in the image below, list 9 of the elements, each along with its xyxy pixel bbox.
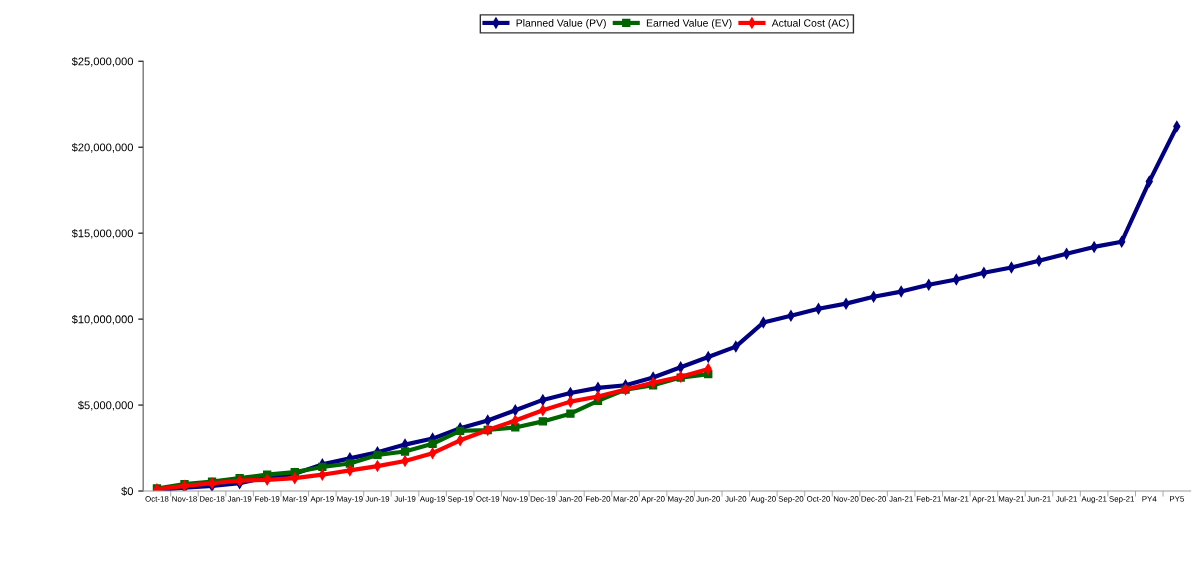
y-tick-label: $20,000,000: [71, 142, 134, 153]
y-tick-label: $15,000,000: [71, 228, 134, 239]
legend-label: Actual Cost (AC): [771, 19, 849, 29]
y-tick-label: $10,000,000: [71, 314, 134, 325]
y-tick-label: $25,000,000: [71, 57, 134, 67]
y-tick-label: $5,000,000: [77, 400, 134, 411]
legend-label: Earned Value (EV): [646, 19, 732, 29]
legend-label: Planned Value (PV): [516, 19, 606, 29]
y-tick-label: $0: [121, 486, 133, 496]
